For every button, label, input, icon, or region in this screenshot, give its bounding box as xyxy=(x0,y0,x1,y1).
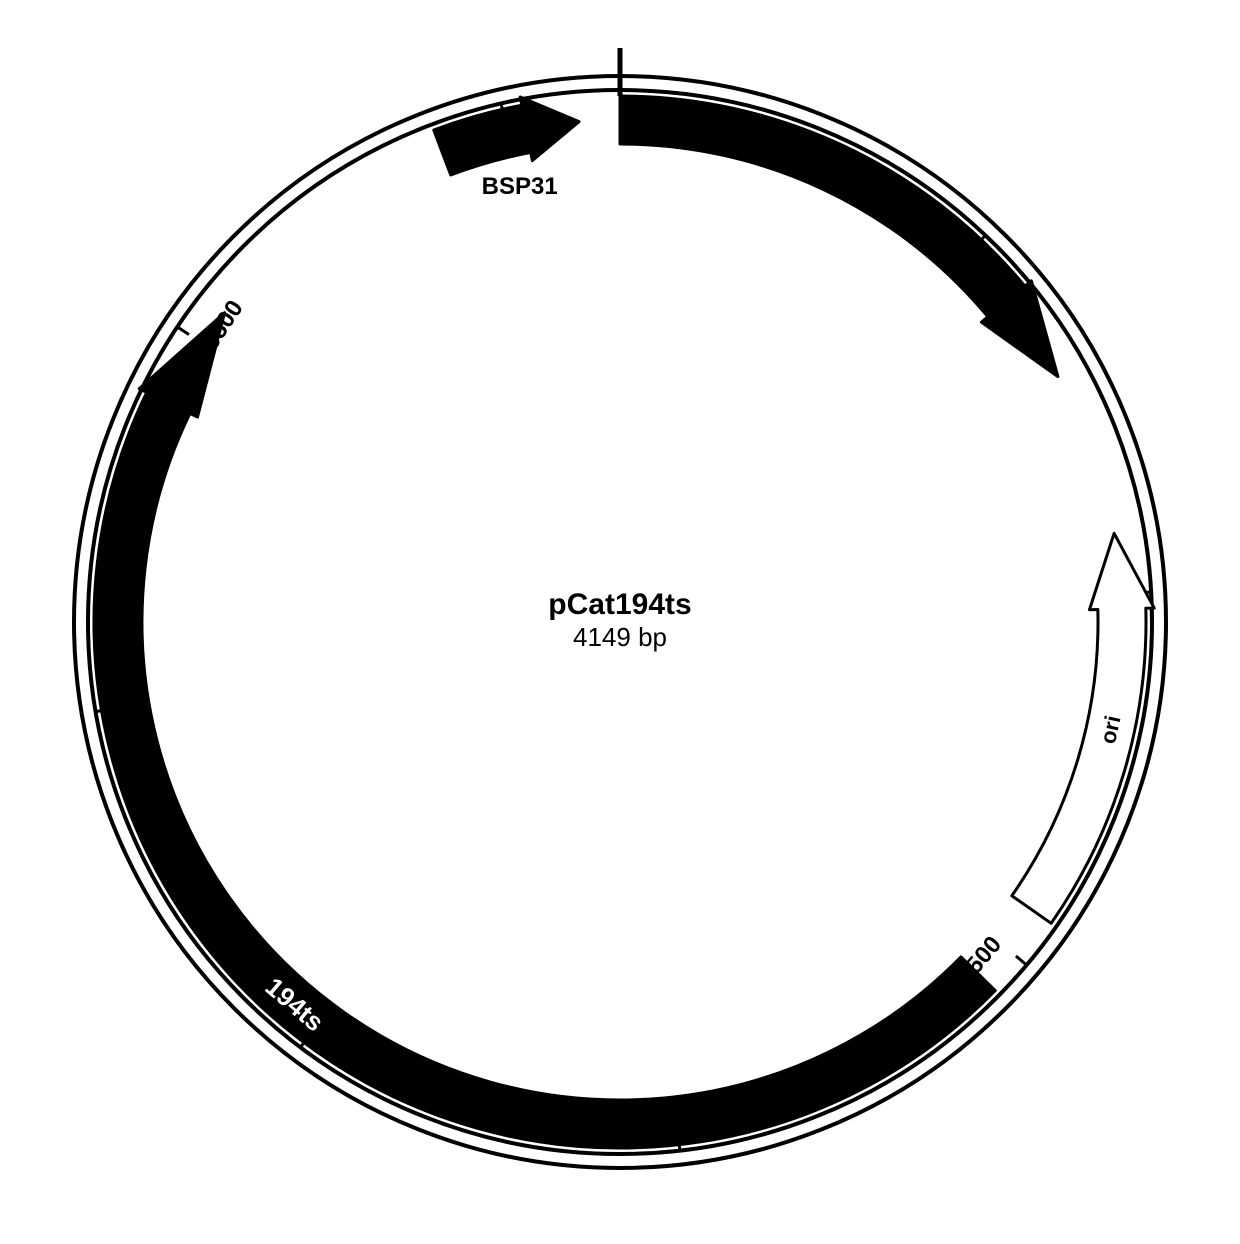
bsp31-arrow-label: BSP31 xyxy=(482,173,558,200)
ori-arrow xyxy=(1012,533,1154,923)
plasmid-size: 4149 bp xyxy=(573,622,667,652)
plasmid-map: 5001000150020002500300035004000 BSP31ori… xyxy=(0,0,1240,1244)
bsp31-arrow xyxy=(434,97,579,175)
rep194ts-arrow xyxy=(94,313,995,1148)
center-label: pCat194ts 4149 bp xyxy=(548,588,691,652)
plasmid-name: pCat194ts xyxy=(548,588,691,621)
